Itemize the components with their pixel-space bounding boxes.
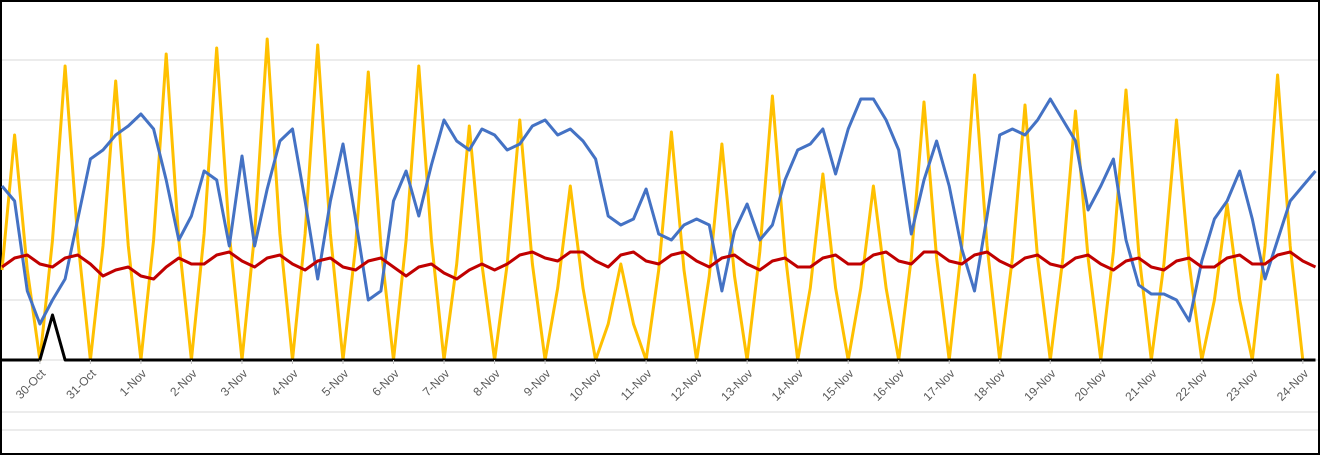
series-line	[0, 97, 1317, 326]
series-line	[0, 37, 1316, 362]
series-line	[2, 313, 1316, 362]
series-line	[1, 250, 1317, 281]
plot	[0, 37, 1317, 362]
